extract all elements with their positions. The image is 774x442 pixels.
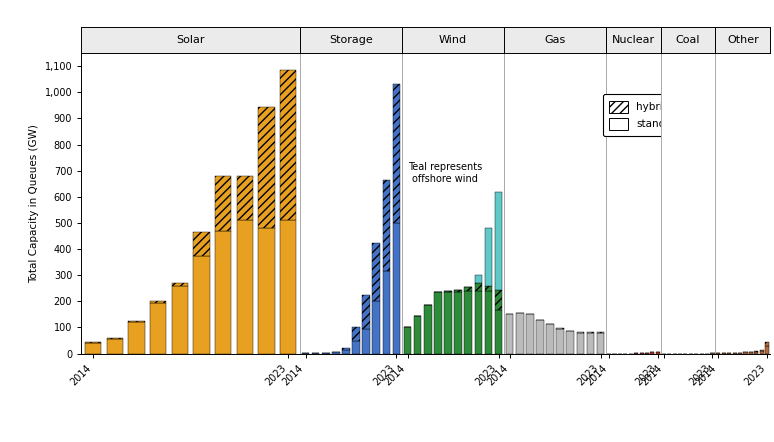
Bar [444, 292, 452, 354]
Bar [352, 340, 360, 354]
Bar [506, 314, 513, 354]
Bar [587, 332, 594, 333]
Bar [738, 353, 742, 354]
Bar [372, 301, 380, 354]
Bar [150, 301, 166, 303]
Bar [485, 286, 492, 291]
Bar [728, 353, 731, 354]
Bar [194, 255, 210, 354]
Bar [634, 353, 639, 354]
Bar [760, 351, 764, 354]
Bar [259, 228, 275, 354]
Bar [404, 328, 411, 354]
Bar [722, 353, 726, 354]
Bar [557, 328, 564, 329]
Bar [567, 331, 574, 332]
Bar [454, 290, 462, 292]
Bar [382, 180, 390, 271]
Text: Teal represents
offshore wind: Teal represents offshore wind [408, 163, 482, 184]
Bar [434, 292, 442, 354]
Bar [172, 286, 188, 354]
Bar [567, 332, 574, 354]
Bar [392, 84, 400, 223]
Bar [536, 320, 543, 354]
Bar [526, 314, 533, 354]
Text: Nuclear: Nuclear [612, 35, 655, 45]
Bar [332, 352, 340, 354]
Bar [150, 303, 166, 354]
Bar [237, 220, 253, 354]
Bar [444, 291, 452, 292]
Bar [194, 232, 210, 255]
Bar [352, 328, 360, 340]
Text: Solar: Solar [176, 35, 205, 45]
Bar [215, 231, 231, 354]
Bar [557, 329, 564, 354]
Bar [495, 310, 502, 354]
Bar [485, 228, 492, 286]
Bar [744, 352, 748, 354]
Bar [495, 191, 502, 290]
Bar [280, 220, 296, 354]
Bar [414, 316, 422, 354]
Bar [362, 329, 370, 354]
Bar [107, 339, 123, 354]
Bar [717, 353, 721, 354]
Bar [128, 321, 145, 322]
Bar [474, 275, 482, 283]
Y-axis label: Total Capacity in Queues (GW): Total Capacity in Queues (GW) [29, 124, 39, 283]
Bar [322, 353, 330, 354]
Bar [392, 223, 400, 354]
Bar [639, 353, 644, 354]
Bar [765, 346, 769, 354]
Bar [342, 348, 350, 350]
Bar [760, 350, 764, 351]
Bar [454, 292, 462, 354]
Text: Storage: Storage [329, 35, 373, 45]
Bar [577, 333, 584, 354]
Bar [755, 351, 759, 354]
Bar [749, 352, 753, 354]
Bar [656, 351, 660, 352]
Text: Coal: Coal [676, 35, 700, 45]
Bar [650, 352, 655, 354]
Bar [711, 353, 714, 354]
Bar [577, 332, 584, 333]
Bar [362, 295, 370, 329]
Bar [237, 176, 253, 220]
Bar [495, 290, 502, 310]
Bar [597, 332, 604, 333]
Bar [765, 343, 769, 346]
Legend: hybrid, standalone: hybrid, standalone [603, 94, 700, 136]
Bar [259, 107, 275, 228]
Bar [645, 353, 649, 354]
Bar [485, 291, 492, 354]
Bar [474, 283, 482, 291]
Bar [733, 353, 737, 354]
Bar [546, 324, 554, 354]
Text: Other: Other [727, 35, 759, 45]
Bar [372, 243, 380, 301]
Bar [128, 322, 145, 354]
Bar [382, 271, 390, 354]
Bar [650, 351, 655, 352]
Bar [464, 291, 472, 354]
Bar [597, 333, 604, 354]
Bar [587, 333, 594, 354]
Bar [516, 313, 523, 354]
Bar [424, 305, 432, 354]
Bar [656, 352, 660, 354]
Bar [215, 176, 231, 231]
Bar [280, 70, 296, 220]
Bar [464, 287, 472, 291]
Bar [172, 283, 188, 286]
Text: Gas: Gas [544, 35, 566, 45]
Bar [85, 343, 101, 354]
Bar [342, 350, 350, 354]
Text: Wind: Wind [439, 35, 467, 45]
Bar [474, 291, 482, 354]
